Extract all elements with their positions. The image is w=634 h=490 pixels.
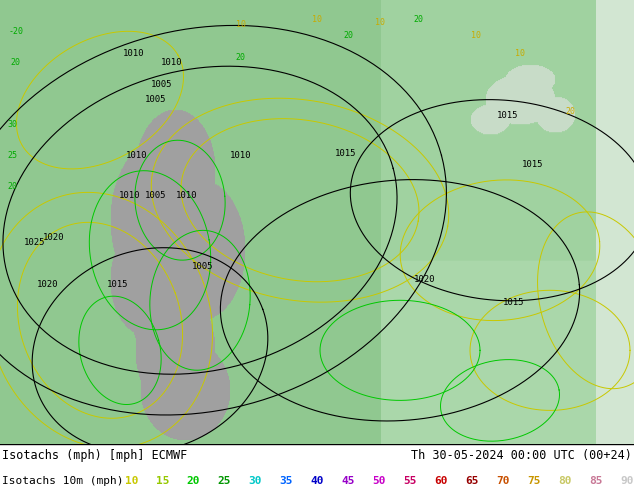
- Text: Isotachs 10m (mph): Isotachs 10m (mph): [2, 476, 124, 487]
- Text: 80: 80: [558, 476, 571, 487]
- Text: 1010: 1010: [176, 191, 198, 200]
- Text: -20: -20: [8, 26, 23, 36]
- Text: 1010: 1010: [119, 191, 141, 200]
- Text: 1020: 1020: [43, 233, 65, 242]
- Text: 15: 15: [156, 476, 169, 487]
- Text: 1005: 1005: [151, 80, 172, 89]
- Text: 10: 10: [312, 16, 322, 24]
- Text: 45: 45: [342, 476, 355, 487]
- Text: 10: 10: [470, 31, 481, 40]
- Text: 75: 75: [527, 476, 541, 487]
- Text: 1015: 1015: [107, 280, 128, 289]
- Text: 90: 90: [620, 476, 633, 487]
- Text: 1005: 1005: [192, 262, 214, 271]
- Text: 30: 30: [8, 120, 18, 129]
- Text: 55: 55: [403, 476, 417, 487]
- Text: 50: 50: [372, 476, 386, 487]
- Text: 10: 10: [375, 18, 385, 27]
- Text: 35: 35: [280, 476, 293, 487]
- Text: 20: 20: [344, 31, 354, 40]
- Text: 25: 25: [8, 151, 18, 160]
- Text: 1015: 1015: [522, 160, 543, 169]
- Text: 20: 20: [236, 53, 246, 62]
- Text: 10: 10: [236, 20, 246, 29]
- Text: 1015: 1015: [496, 111, 518, 120]
- Text: 20: 20: [413, 16, 424, 24]
- Text: 20: 20: [187, 476, 200, 487]
- Text: 20: 20: [8, 182, 18, 191]
- Text: Th 30-05-2024 00:00 UTC (00+24): Th 30-05-2024 00:00 UTC (00+24): [411, 449, 632, 462]
- Text: 25: 25: [217, 476, 231, 487]
- Text: 1020: 1020: [37, 280, 58, 289]
- Text: 20: 20: [11, 58, 21, 67]
- Text: 1015: 1015: [335, 149, 356, 158]
- Text: Isotachs (mph) [mph] ECMWF: Isotachs (mph) [mph] ECMWF: [2, 449, 187, 462]
- Text: 1015: 1015: [503, 298, 524, 307]
- Text: 40: 40: [311, 476, 324, 487]
- Text: 1010: 1010: [122, 49, 144, 58]
- Text: 85: 85: [589, 476, 602, 487]
- Text: 70: 70: [496, 476, 510, 487]
- Text: 1005: 1005: [145, 96, 166, 104]
- Text: 1010: 1010: [126, 151, 147, 160]
- Text: 20: 20: [566, 107, 576, 116]
- Text: 30: 30: [249, 476, 262, 487]
- Text: 10: 10: [515, 49, 525, 58]
- Text: 60: 60: [434, 476, 448, 487]
- Text: 65: 65: [465, 476, 479, 487]
- Text: 1025: 1025: [24, 238, 46, 246]
- Text: 10: 10: [125, 476, 138, 487]
- Text: 1010: 1010: [230, 151, 252, 160]
- Text: 1020: 1020: [414, 275, 436, 285]
- Text: 1005: 1005: [145, 191, 166, 200]
- Text: 1010: 1010: [160, 58, 182, 67]
